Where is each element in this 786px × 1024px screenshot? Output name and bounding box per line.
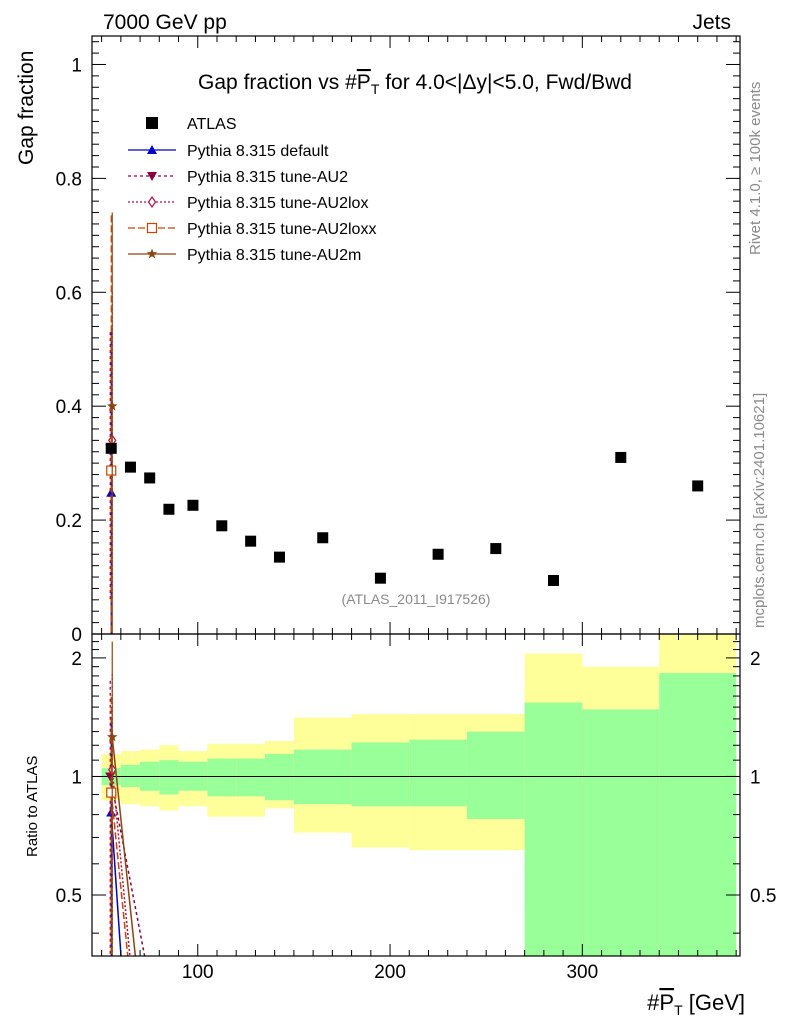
legend-label-3: Pythia 8.315 tune-AU2loxx (187, 221, 376, 238)
ratio-y-axis-label: Ratio to ATLAS (24, 756, 41, 857)
ratio-tick-label-right-1: 1 (750, 767, 761, 788)
atlas-point-11 (490, 543, 502, 555)
y-tick-label-2: 0.4 (56, 397, 83, 418)
mcplots-label: mcplots.cern.ch [arXiv:2401.10621] (751, 393, 768, 628)
legend-label-2: Pythia 8.315 tune-AU2lox (187, 195, 368, 212)
ratio-frame (91, 633, 741, 957)
legend-marker-0 (147, 145, 157, 154)
main-marker-4 (107, 400, 118, 411)
green-band-6 (236, 758, 266, 797)
x-tick-label-0: 100 (182, 962, 214, 983)
atlas-point-10 (432, 548, 444, 560)
y-tick-label-4: 0.8 (56, 169, 82, 190)
title-prefix: Gap fraction vs # (198, 71, 357, 94)
ratio-uncertainty-bands (101, 634, 737, 956)
title-t: T (371, 81, 380, 97)
y-tick-label-0: 0 (71, 625, 82, 646)
legend-marker-2 (147, 195, 157, 209)
ratio-line-4 (111, 736, 137, 957)
legend-marker-3 (146, 222, 158, 234)
y-axis-label: Gap fraction (15, 51, 38, 165)
legend-atlas-label: ATLAS (187, 116, 237, 133)
legend-label-4: Pythia 8.315 tune-AU2m (187, 247, 361, 264)
atlas-point-12 (547, 574, 559, 586)
green-band-11 (466, 731, 525, 819)
ratio-tick-label-left-0: 0.5 (56, 886, 82, 907)
rivet-label: Rivet 4.1.0, ≥ 100k events (747, 82, 764, 255)
legend-atlas-marker (146, 117, 158, 129)
atlas-point-13 (615, 451, 627, 463)
axis-tick-labels: 100 200 300 0 0.2 0.4 0.6 0.8 1 0.5 0.5 1 1 2 2 (56, 55, 777, 983)
atlas-point-7 (273, 551, 285, 563)
atlas-point-3 (163, 503, 175, 515)
atlas-point-2 (144, 472, 156, 484)
ratio-line-3 (110, 792, 129, 957)
legend-label-1: Pythia 8.315 tune-AU2 (187, 169, 348, 186)
green-band-13 (582, 709, 660, 956)
ratio-line-2 (111, 769, 131, 957)
header-right: Jets (692, 11, 731, 34)
y-tick-label-1: 0.2 (56, 511, 82, 532)
atlas-point-4 (187, 499, 199, 511)
xlabel-suffix: [GeV] (683, 990, 745, 1015)
green-band-14 (659, 673, 737, 956)
ratio-mc-series (105, 641, 146, 957)
y-tick-label-5: 1 (71, 55, 82, 76)
ratio-marker-4 (107, 731, 118, 742)
atlas-point-1 (124, 461, 136, 473)
atlas-data-points (105, 442, 704, 586)
main-marker-3 (106, 465, 117, 476)
green-band-3 (159, 760, 179, 795)
xlabel-p: P (659, 990, 674, 1015)
title-p: P (357, 71, 371, 94)
legend-label-0: Pythia 8.315 default (187, 143, 329, 160)
green-band-9 (351, 742, 410, 807)
atlas-point-5 (216, 520, 228, 532)
analysis-watermark: (ATLAS_2011_I917526) (342, 591, 491, 607)
x-tick-label-1: 200 (374, 962, 406, 983)
ratio-tick-label-right-0: 0.5 (750, 886, 776, 907)
green-band-10 (409, 739, 467, 807)
chart-title: Gap fraction vs #PT for 4.0<|Δy|<5.0, Fw… (198, 71, 632, 97)
ratio-line-0 (110, 812, 122, 957)
xlabel-prefix: # (647, 990, 660, 1015)
legend: ATLAS Pythia 8.315 default Pythia 8.315 t… (128, 116, 376, 264)
green-band-12 (524, 702, 583, 956)
ratio-tick-label-left-1: 1 (71, 767, 82, 788)
atlas-point-0 (105, 442, 117, 454)
atlas-point-8 (317, 532, 329, 544)
axis-ticks (92, 36, 740, 956)
x-axis-label: #PT [GeV] (647, 990, 745, 1018)
legend-marker-1 (147, 172, 157, 181)
ratio-tick-label-right-2: 2 (750, 649, 761, 670)
xlabel-t: T (674, 1002, 683, 1018)
atlas-point-14 (692, 480, 704, 492)
ratio-tick-label-left-2: 2 (71, 649, 82, 670)
atlas-point-9 (374, 572, 386, 584)
main-mc-series (105, 212, 118, 634)
green-band-7 (265, 754, 294, 801)
green-band-5 (207, 758, 237, 797)
ratio-marker-3 (106, 787, 117, 798)
atlas-point-6 (245, 535, 257, 547)
x-tick-label-2: 300 (566, 962, 598, 983)
y-tick-label-3: 0.6 (56, 283, 82, 304)
title-suffix: for 4.0<|Δy|<5.0, Fwd/Bwd (379, 71, 632, 94)
header-left: 7000 GeV pp (103, 11, 227, 34)
legend-marker-4 (146, 248, 158, 259)
